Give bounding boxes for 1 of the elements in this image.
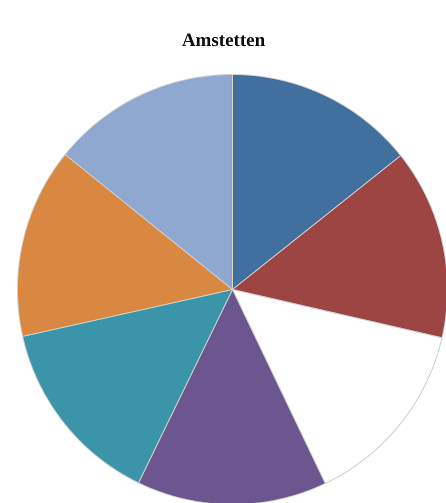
chart-title: Amstetten <box>182 30 266 51</box>
